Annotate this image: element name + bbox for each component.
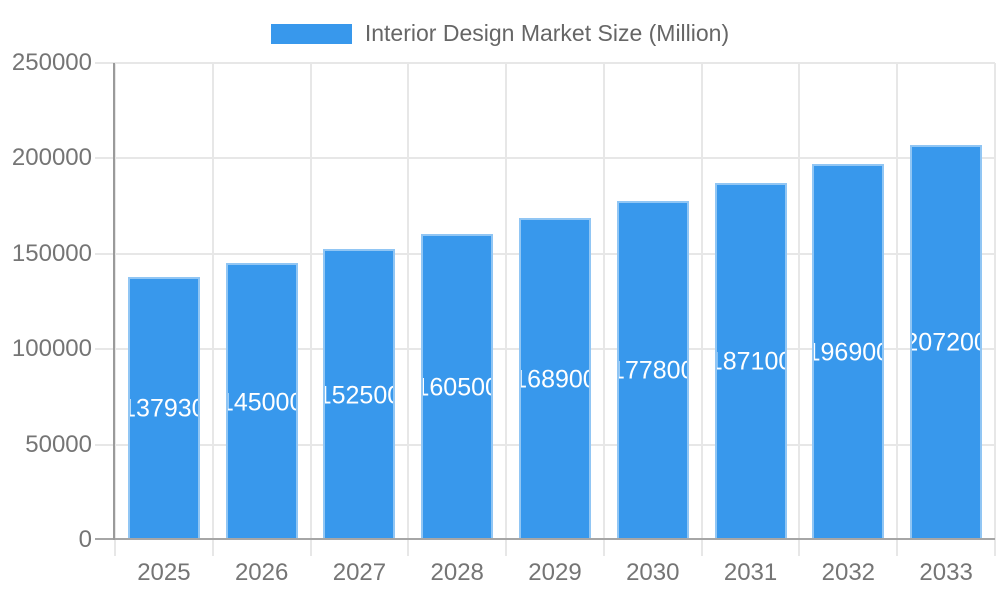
- bar-value-label: 168900: [521, 365, 589, 394]
- x-tick-label-2029: 2029: [528, 559, 582, 586]
- bar-2028[interactable]: 160500: [421, 233, 494, 540]
- gridline-y-250000: [95, 62, 995, 64]
- x-tick-label-2032: 2032: [821, 559, 876, 586]
- bar-2025[interactable]: 137930: [127, 276, 200, 540]
- gridline-x-0: [114, 63, 116, 556]
- bar-2029[interactable]: 168900: [519, 217, 591, 540]
- gridline-x-9: [994, 63, 996, 556]
- bar-value-label: 196900: [814, 338, 882, 367]
- legend-swatch: [270, 23, 352, 44]
- gridline-x-2: [309, 63, 312, 556]
- x-tick-label-2031: 2031: [723, 559, 778, 586]
- y-tick-label-250000: 250000: [11, 49, 92, 76]
- gridline-x-4: [505, 63, 508, 556]
- x-tick-label-2025: 2025: [137, 559, 191, 586]
- bar-value-label: 177800: [619, 356, 687, 385]
- y-tick-label-150000: 150000: [11, 239, 92, 267]
- gridline-x-7: [798, 63, 801, 556]
- bar-value-label: 207200: [912, 328, 980, 357]
- chart-legend[interactable]: Interior Design Market Size (Million): [0, 20, 1000, 47]
- y-tick-label-0: 0: [78, 526, 92, 553]
- y-tick-label-100000: 100000: [11, 335, 92, 363]
- bar-2026[interactable]: 145000: [225, 263, 298, 540]
- bar-2030[interactable]: 177800: [616, 200, 689, 540]
- y-tick-label-200000: 200000: [11, 144, 92, 172]
- y-tick-label-50000: 50000: [25, 430, 92, 458]
- legend-label: Interior Design Market Size (Million): [364, 20, 730, 46]
- bar-value-label: 187100: [717, 347, 785, 376]
- x-tick-label-2027: 2027: [332, 559, 387, 586]
- bar-value-label: 152500: [325, 381, 393, 409]
- gridline-x-6: [700, 63, 703, 556]
- x-axis-line: [95, 538, 995, 540]
- bar-2032[interactable]: 196900: [812, 164, 885, 540]
- bar-value-label: 137930: [130, 394, 198, 423]
- gridline-y-200000: [95, 157, 995, 160]
- x-tick-label-2028: 2028: [430, 559, 484, 586]
- y-axis-line: [113, 63, 115, 540]
- gridline-x-5: [602, 63, 605, 556]
- bar-value-label: 145000: [228, 388, 296, 417]
- x-tick-label-2026: 2026: [234, 559, 289, 586]
- gridline-x-1: [211, 63, 214, 556]
- bar-value-label: 160500: [423, 373, 491, 402]
- gridline-x-3: [407, 63, 410, 556]
- bar-2031[interactable]: 187100: [714, 183, 787, 540]
- bar-2027[interactable]: 152500: [323, 249, 396, 540]
- x-tick-label-2030: 2030: [626, 559, 680, 586]
- gridline-x-8: [896, 63, 899, 556]
- x-tick-label-2033: 2033: [919, 559, 973, 586]
- bar-2033[interactable]: 207200: [910, 144, 983, 540]
